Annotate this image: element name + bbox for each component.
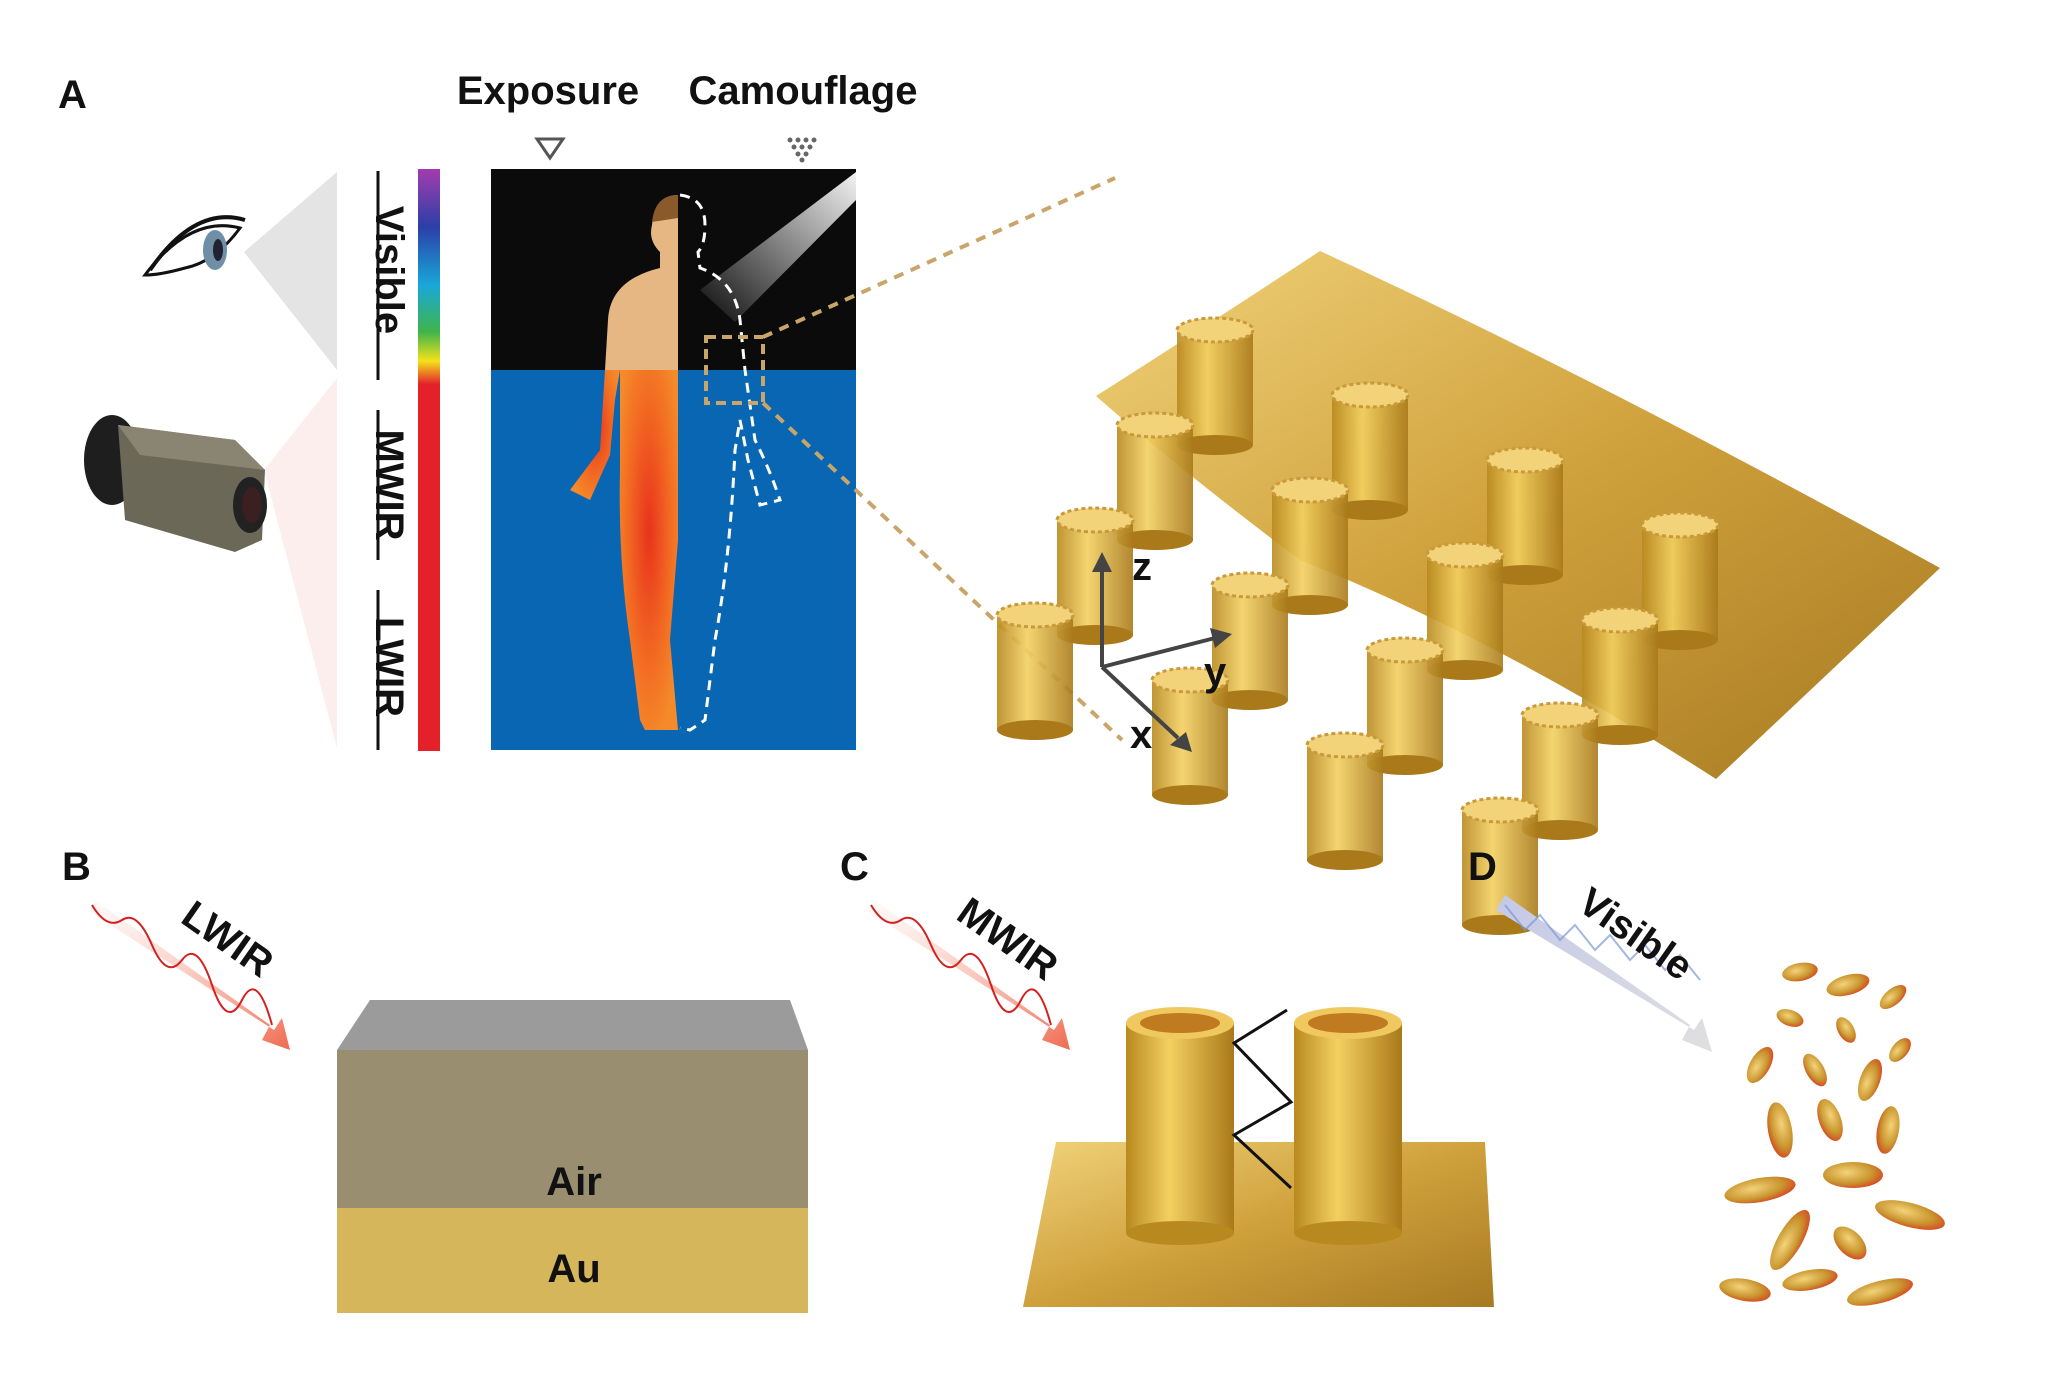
- band-label-lwir: LWIR: [367, 617, 411, 717]
- camouflage-dotted-triangle-icon: [787, 137, 817, 163]
- nanoparticle: [1782, 962, 1818, 982]
- infrared-view-cone: [264, 378, 337, 748]
- nanoparticle: [1776, 1009, 1804, 1027]
- nanoparticle: [1724, 1176, 1796, 1204]
- panel-label-d: D: [1468, 845, 1497, 889]
- axis-label-z: z: [1132, 545, 1152, 589]
- panel-label-c: C: [840, 845, 869, 889]
- nanoparticle: [1746, 1046, 1774, 1084]
- nanotube: [1485, 446, 1565, 585]
- nanotube: [1115, 411, 1195, 550]
- camouflage-label: Camouflage: [689, 69, 918, 113]
- nanotube: [995, 601, 1075, 740]
- nanotube: [1305, 731, 1385, 870]
- nanoparticle: [1817, 1098, 1843, 1142]
- au-layer-label: Au: [547, 1247, 600, 1291]
- thermal-camera-icon: [84, 415, 267, 552]
- nanoparticle: [1782, 1269, 1838, 1291]
- zoom-region-box: [704, 335, 765, 405]
- nanoparticle: [1875, 1200, 1945, 1230]
- axis-label-y: y: [1204, 650, 1227, 694]
- exposure-triangle-icon: [534, 137, 566, 161]
- mwir-arrow: [869, 900, 1070, 1050]
- nanoparticle: [1803, 1053, 1827, 1087]
- nanoparticle: [1847, 1278, 1913, 1306]
- nanoparticle: [1719, 1278, 1771, 1302]
- visible-view-cone: [244, 172, 337, 370]
- nanoparticle: [1857, 1059, 1883, 1101]
- exposure-label: Exposure: [457, 69, 639, 113]
- nanoparticle: [1889, 1038, 1911, 1062]
- nanotube-pair: [1023, 1007, 1494, 1307]
- spectrum-bar: [418, 169, 440, 751]
- nanoparticle: [1770, 1209, 1810, 1271]
- nanoparticle: [1836, 1017, 1856, 1043]
- nanotube: [1425, 541, 1505, 680]
- spotlight-beam: [700, 172, 856, 322]
- nanotube: [1175, 316, 1255, 455]
- air-layer-label: Air: [546, 1160, 602, 1204]
- nanoparticle: [1767, 1102, 1793, 1158]
- nanoparticle: [1879, 985, 1907, 1009]
- nanotube-metasurface: [995, 251, 1940, 935]
- nanoparticle: [1876, 1106, 1900, 1154]
- panel-label-b: B: [62, 845, 91, 889]
- lwir-arrow: [90, 900, 290, 1050]
- nanoparticle: [1826, 973, 1870, 997]
- coordinate-axes: [1092, 552, 1232, 752]
- axis-label-x: x: [1130, 713, 1152, 757]
- nanoparticle: [1823, 1162, 1883, 1188]
- reflection-arrows: [1231, 1008, 1294, 1190]
- air-au-stack: [337, 1000, 808, 1313]
- human-exposed-half: [570, 195, 678, 730]
- nanotube: [1150, 666, 1230, 805]
- nanoparticle: [1833, 1226, 1867, 1260]
- panel-label-a: A: [58, 73, 87, 117]
- visible-label: Visible: [1570, 880, 1700, 990]
- gold-nanoparticles: [1719, 962, 1945, 1306]
- band-label-mwir: MWIR: [367, 429, 411, 540]
- band-label-visible: Visible: [367, 206, 411, 334]
- eye-icon: [141, 215, 246, 277]
- visible-arrow: [1496, 895, 1712, 1052]
- human-camouflaged-outline: [679, 193, 782, 732]
